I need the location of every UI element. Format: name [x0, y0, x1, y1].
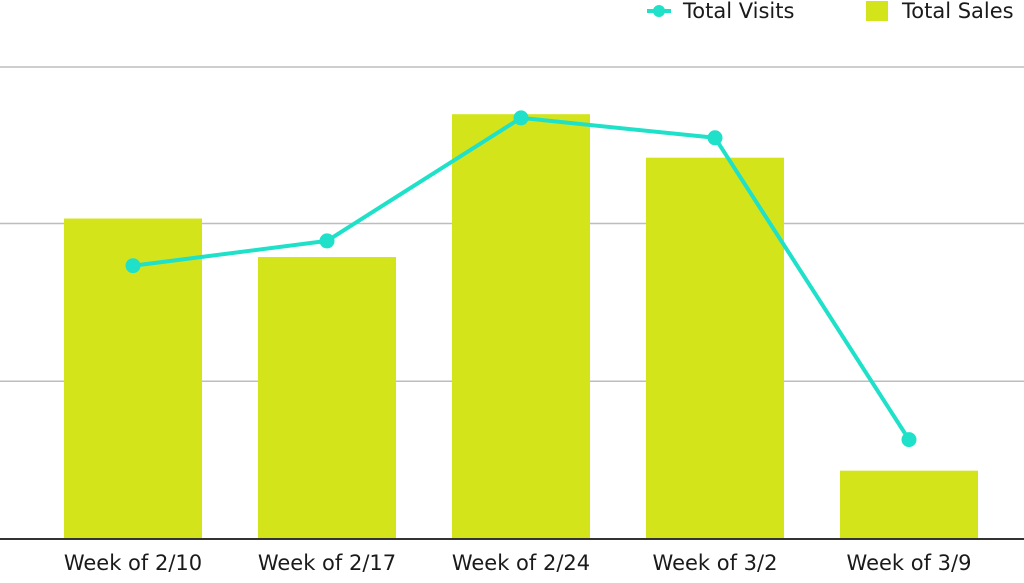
x-tick-label-1: Week of 2/10 — [64, 551, 202, 575]
bar-3 — [452, 114, 590, 539]
x-tick-label-3: Week of 2/24 — [452, 551, 590, 575]
legend-item-total-sales[interactable]: Total Sales — [866, 0, 1014, 23]
visits-point-3 — [513, 110, 529, 126]
visits-point-4 — [707, 130, 723, 146]
x-axis: Week of 2/10 Week of 2/17 Week of 2/24 Week… — [0, 538, 1024, 575]
legend-dot-marker — [653, 5, 665, 17]
legend-item-total-visits[interactable]: Total Visits — [647, 0, 794, 23]
legend-label-total-visits: Total Visits — [682, 0, 794, 23]
bar-2 — [258, 257, 396, 539]
x-tick-label-5: Week of 3/9 — [847, 551, 972, 575]
legend: Total Visits Total Sales — [647, 0, 1014, 23]
legend-swatch-total-sales — [866, 1, 888, 21]
line-series-total-visits — [125, 110, 917, 448]
bar-4 — [646, 157, 784, 539]
bar-series-total-sales — [64, 114, 978, 539]
x-tick-label-2: Week of 2/17 — [258, 551, 396, 575]
visits-point-5 — [901, 432, 917, 448]
bar-5 — [840, 470, 978, 539]
visits-point-1 — [125, 258, 141, 274]
legend-label-total-sales: Total Sales — [901, 0, 1014, 23]
visits-point-2 — [319, 233, 335, 249]
x-tick-label-4: Week of 3/2 — [653, 551, 778, 575]
